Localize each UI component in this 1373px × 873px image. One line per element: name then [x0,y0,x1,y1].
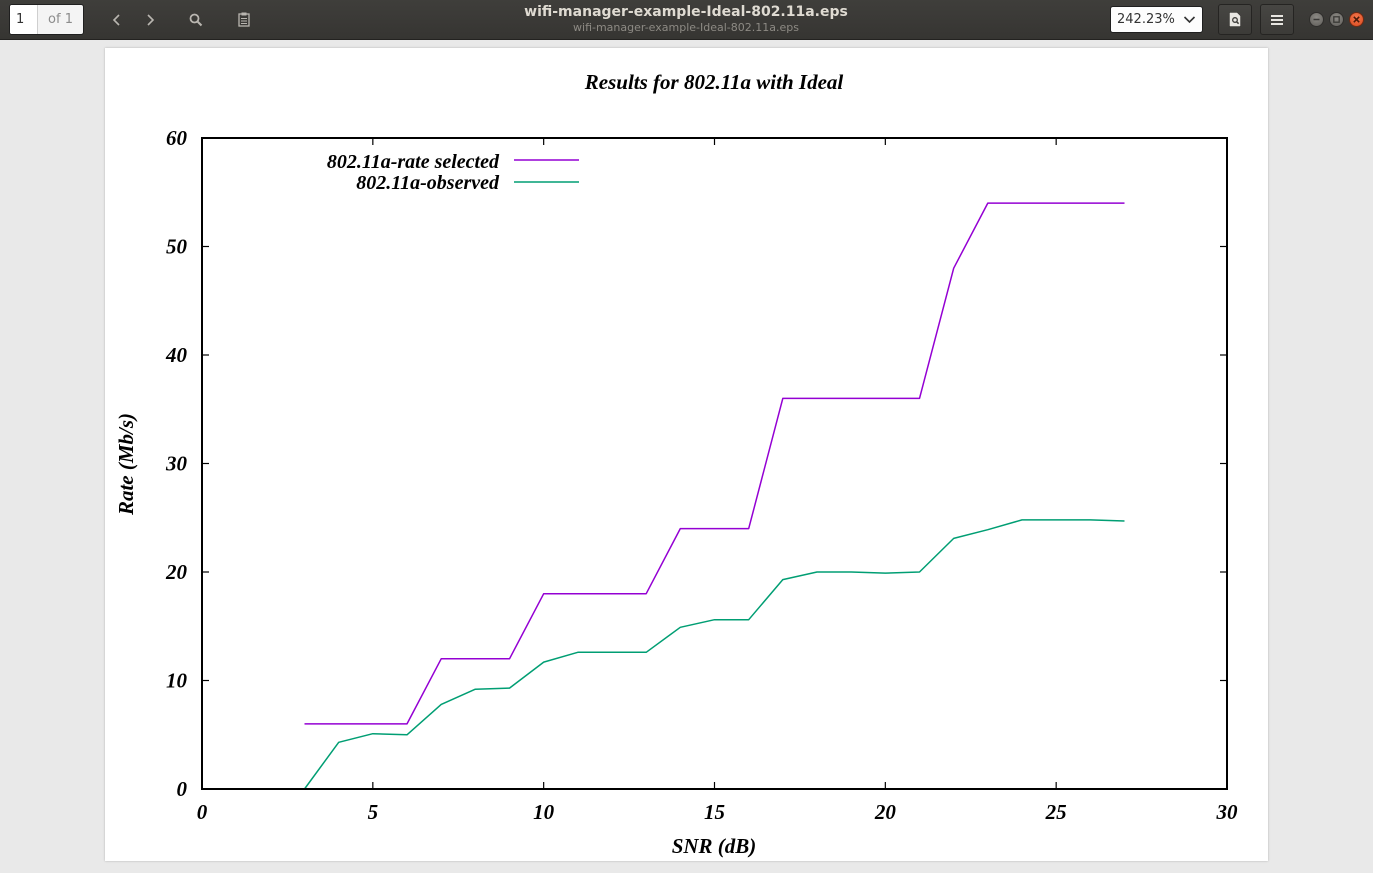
x-tick-label: 20 [874,800,897,824]
next-page-button[interactable] [133,4,166,35]
x-tick-label: 0 [197,800,208,824]
document-page: Results for 802.11a with Ideal 0 5 10 15 20 2… [105,48,1268,861]
y-tick-label: 50 [166,235,188,259]
legend-label-observed: 802.11a-observed [356,172,500,194]
document-subtitle: wifi-manager-example-Ideal-802.11a.eps [573,21,799,34]
legend: 802.11a-rate selected 802.11a-observed [327,151,579,194]
x-tick-label: 25 [1045,800,1067,824]
y-tick-label: 40 [165,343,188,367]
previous-page-button[interactable] [100,4,133,35]
clipboard-icon [238,12,250,27]
document-title: wifi-manager-example-Ideal-802.11a.eps [524,4,848,20]
window-title: wifi-manager-example-Ideal-802.11a.eps w… [486,4,886,34]
chevron-down-icon [1183,16,1196,24]
header-bar: of 1 wifi-manager-example-Ideal-8 [0,0,1373,40]
chevron-right-icon [146,13,154,26]
x-axis-label: SNR (dB) [672,834,757,858]
page-number-input[interactable] [10,5,38,34]
chart-title: Results for 802.11a with Ideal [584,70,844,94]
page-navigator: of 1 [9,4,84,35]
series-line-rate-selected [304,202,1125,725]
minimize-icon [1313,18,1320,21]
search-icon [189,13,203,26]
y-tick-label: 0 [177,777,188,801]
x-tick-label: 30 [1216,800,1239,824]
y-axis-label: Rate (Mb/s) [114,413,138,516]
document-search-icon [1229,12,1240,27]
minimize-button[interactable] [1309,12,1324,27]
zoom-select[interactable]: 242.23% [1110,6,1203,33]
close-icon [1353,16,1360,23]
y-tick-label: 30 [165,452,188,476]
maximize-icon [1333,16,1340,23]
x-tick-label: 15 [704,800,725,824]
chevron-left-icon [112,13,120,26]
plot-frame [201,137,1228,790]
chart: Results for 802.11a with Ideal 0 5 10 15 20 2… [114,70,1239,858]
annotations-button[interactable] [228,4,260,35]
y-tick-label: 60 [166,126,188,150]
search-button[interactable] [180,4,212,35]
y-tick-label: 10 [166,669,188,693]
x-tick-label: 10 [533,800,555,824]
maximize-button[interactable] [1329,12,1344,27]
close-button[interactable] [1349,12,1364,27]
hamburger-menu-icon [1271,14,1283,25]
y-tick-label: 20 [165,560,188,584]
x-tick-label: 5 [368,800,379,824]
page-nav-group [100,4,166,35]
page-count-label: of 1 [48,12,73,27]
legend-label-rate-selected: 802.11a-rate selected [327,151,500,173]
document-properties-button[interactable] [1218,4,1252,35]
series-line-observed [303,519,1125,790]
zoom-value: 242.23% [1117,12,1175,27]
menu-button[interactable] [1260,4,1294,35]
